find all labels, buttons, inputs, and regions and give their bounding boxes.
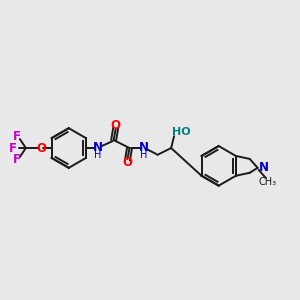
Text: H: H <box>140 150 147 160</box>
Text: O: O <box>111 119 121 132</box>
Text: N: N <box>138 140 148 154</box>
Text: O: O <box>37 142 47 154</box>
Text: F: F <box>13 153 21 167</box>
Text: HO: HO <box>172 127 190 137</box>
Text: O: O <box>122 156 133 170</box>
Text: F: F <box>13 130 21 142</box>
Text: CH₃: CH₃ <box>259 177 277 187</box>
Text: F: F <box>9 142 17 154</box>
Text: N: N <box>259 161 269 174</box>
Text: H: H <box>94 150 101 160</box>
Text: N: N <box>93 140 103 154</box>
